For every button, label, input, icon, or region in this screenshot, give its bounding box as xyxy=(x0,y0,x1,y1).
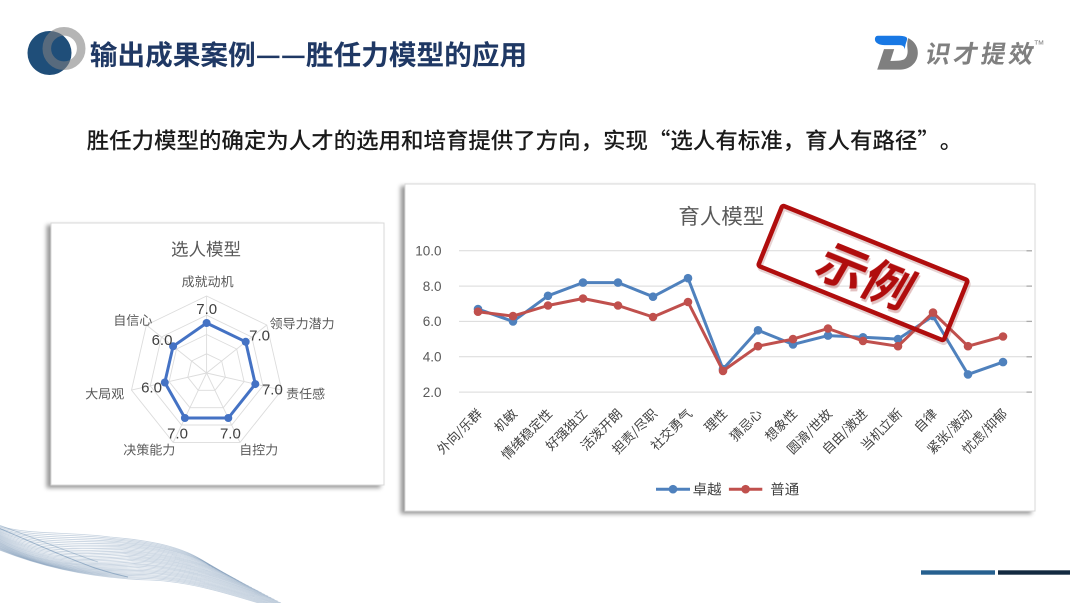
svg-text:4.0: 4.0 xyxy=(423,350,442,365)
svg-text:6.0: 6.0 xyxy=(423,314,442,329)
svg-text:2.0: 2.0 xyxy=(423,385,442,400)
svg-text:7.0: 7.0 xyxy=(249,327,270,344)
svg-text:6.0: 6.0 xyxy=(141,380,162,397)
svg-text:7.0: 7.0 xyxy=(167,426,188,443)
svg-text:7.0: 7.0 xyxy=(220,426,241,443)
svg-text:7.0: 7.0 xyxy=(196,301,217,318)
svg-text:6.0: 6.0 xyxy=(152,332,173,349)
svg-text:8.0: 8.0 xyxy=(423,279,442,294)
svg-text:10.0: 10.0 xyxy=(415,244,441,259)
svg-text:7.0: 7.0 xyxy=(262,381,283,398)
svg-text:™: ™ xyxy=(1034,39,1045,51)
